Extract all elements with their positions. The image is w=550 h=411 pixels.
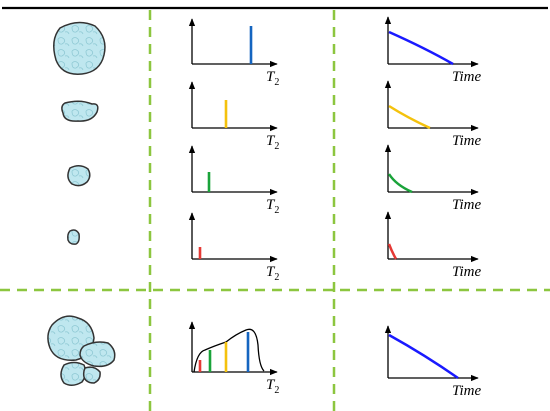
t2-subscript: 2 [274, 77, 279, 88]
decay-curve-plots: Time Time Time Time Time [384, 16, 482, 399]
decay-plot-medium-pore: Time [384, 80, 482, 149]
grain-large [53, 21, 106, 75]
t2-main: T [266, 264, 276, 280]
t2-plot-tiny-pore: T2 [188, 212, 279, 283]
t2-plot-small-pore: T2 [188, 145, 279, 216]
decay-plot-tiny-pore: Time [384, 211, 482, 280]
t2-subscript: 2 [274, 205, 279, 216]
decay-plot-small-pore: Time [384, 144, 482, 213]
grain-medium [61, 100, 99, 122]
t2-main: T [266, 133, 276, 149]
x-axis-label-t2: T2 [266, 133, 279, 152]
t2-subscript: 2 [274, 385, 279, 396]
t2-subscript: 2 [274, 141, 279, 152]
decay-curve-tiny-pore [387, 243, 398, 260]
t2-plot-medium-pore: T2 [188, 81, 279, 152]
decay-curve-small-pore [387, 173, 413, 194]
x-axis-label-time: Time [452, 197, 482, 213]
t2-main: T [266, 69, 276, 85]
x-axis-label-t2: T2 [266, 197, 279, 216]
t2-main: T [266, 377, 276, 393]
decay-curve-mixed-pores [388, 333, 459, 380]
grain-tiny [67, 229, 80, 245]
x-axis-label-time: Time [452, 69, 482, 85]
t2-plot-mixed-pores: T2 [188, 321, 279, 396]
t2-plot-large-pore: T2 [188, 18, 279, 88]
x-axis-label-time: Time [452, 383, 482, 399]
t2-subscript: 2 [274, 272, 279, 283]
x-axis-label-t2: T2 [266, 69, 279, 88]
decay-plot-large-pore: Time [384, 16, 482, 85]
x-axis-label-t2: T2 [266, 377, 279, 396]
decay-plot-mixed-pores: Time [384, 325, 482, 399]
decay-curve-large-pore [388, 30, 454, 66]
x-axis-label-t2: T2 [266, 264, 279, 283]
t2-envelope-curve [193, 328, 265, 373]
grain-cluster [47, 315, 116, 386]
x-axis-label-time: Time [452, 133, 482, 149]
x-axis-label-time: Time [452, 264, 482, 280]
t2-main: T [266, 197, 276, 213]
grain-small [67, 165, 91, 187]
decay-curve-medium-pore [388, 104, 431, 130]
